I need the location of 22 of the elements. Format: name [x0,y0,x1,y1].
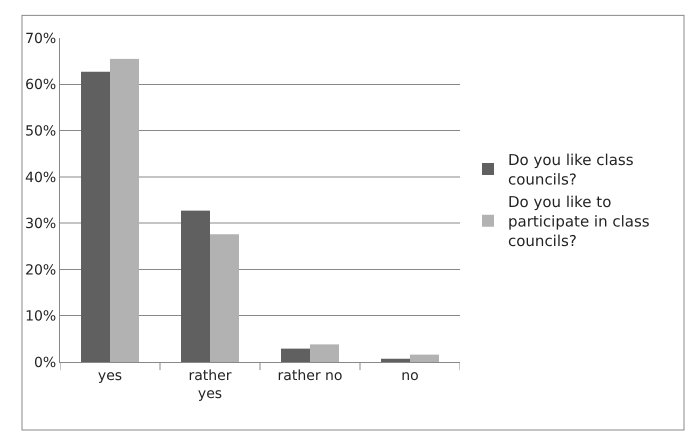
bar [110,58,139,362]
y-tick-label: 10% [25,308,56,325]
legend-label: Do you like class councils? [508,151,634,189]
y-tick-label: 40% [25,170,56,186]
x-tick-label: no [401,368,419,384]
y-tick-label: 0% [34,354,56,371]
x-tick-label: rather no [278,368,342,384]
bar [381,358,410,362]
legend-label: Do you like to participate in class councils? [508,193,650,250]
y-tick-label: 60% [25,77,56,94]
bar [181,210,210,362]
y-tick-label: 20% [25,262,56,278]
bar [210,234,239,362]
bar [410,354,439,362]
bar [281,348,310,362]
y-tick-label: 50% [25,123,56,140]
x-tick-label: rather yes [188,368,232,402]
bar [81,72,110,362]
y-tick-label: 70% [25,30,56,47]
x-tick-label: yes [98,368,122,384]
y-tick-label: 30% [25,216,56,232]
bar [310,344,339,362]
